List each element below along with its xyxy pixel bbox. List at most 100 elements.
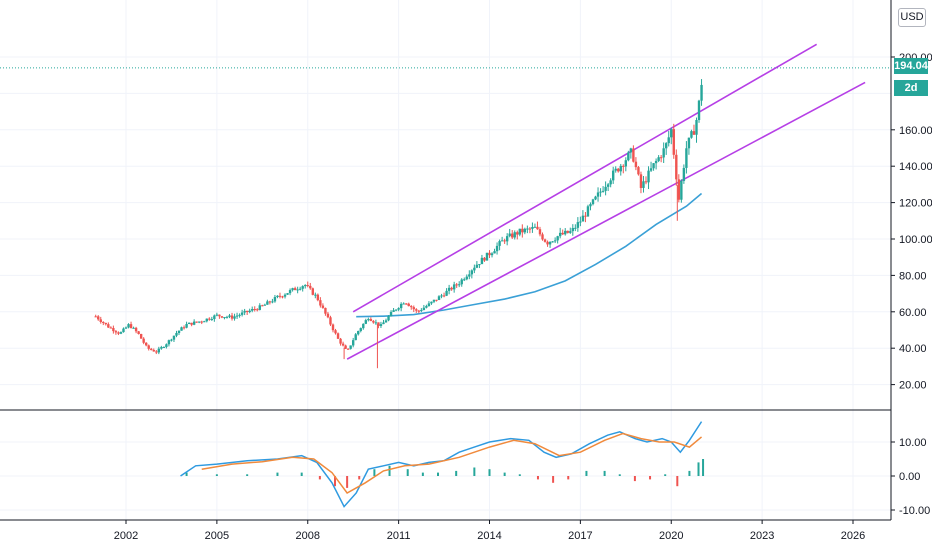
candle-body: [225, 316, 229, 318]
time-tick-label: 2020: [659, 530, 683, 542]
candle: [513, 230, 516, 240]
candle-body: [526, 228, 529, 230]
candle-body: [480, 257, 484, 265]
candle-body: [614, 168, 617, 171]
candle: [579, 216, 582, 227]
candle-body: [399, 303, 403, 309]
candle-body: [581, 215, 585, 222]
candle: [601, 186, 605, 193]
candle: [505, 233, 509, 246]
candle: [200, 320, 203, 325]
candle: [379, 321, 383, 328]
macd-histogram-bar: [585, 470, 588, 476]
candle: [445, 288, 448, 297]
candle-body: [475, 264, 479, 268]
candle: [248, 308, 251, 314]
candle: [589, 202, 592, 211]
candle-body: [508, 233, 511, 237]
price-tick-label: 20.00: [899, 380, 927, 392]
candle: [293, 286, 297, 291]
candle-body: [564, 230, 567, 235]
candle-body: [407, 303, 410, 307]
candle: [551, 240, 554, 243]
candle-body: [690, 131, 693, 138]
candles: [94, 79, 703, 355]
candle: [397, 307, 400, 312]
currency-badge[interactable]: USD: [898, 8, 926, 27]
macd-histogram-bar: [421, 472, 424, 476]
candle: [389, 310, 393, 317]
candle-body: [611, 170, 615, 181]
candle-body: [425, 306, 428, 308]
candle-body: [622, 165, 625, 167]
candle-body: [452, 284, 456, 290]
candle-body: [394, 309, 398, 311]
macd-histogram-bar: [567, 476, 570, 480]
candle-body: [430, 301, 433, 304]
macd-tick-label: 10.00: [899, 437, 927, 449]
candle-body: [599, 191, 602, 193]
candle: [538, 226, 542, 237]
candle: [394, 309, 398, 312]
candle: [155, 349, 158, 355]
candle-body: [695, 120, 698, 135]
candle-body: [692, 131, 696, 135]
candle: [624, 157, 628, 172]
candle-body: [329, 317, 332, 325]
candle: [480, 254, 484, 265]
candle: [316, 293, 320, 302]
candle-body: [458, 284, 461, 286]
candle-body: [415, 309, 418, 311]
candle-body: [437, 296, 441, 300]
macd-histogram-bar: [246, 474, 249, 476]
candle-body: [364, 320, 368, 324]
candle-body: [591, 199, 595, 205]
candle: [187, 322, 191, 325]
candle-body: [417, 310, 421, 312]
candle-body: [569, 231, 572, 233]
candle: [369, 317, 373, 322]
candle: [387, 315, 390, 322]
candle: [298, 286, 302, 291]
candle: [203, 320, 206, 323]
candle-body: [240, 312, 244, 315]
candle-body: [495, 245, 499, 252]
candle: [558, 227, 562, 239]
macd-histogram-bar: [300, 472, 303, 476]
candle-body: [516, 232, 519, 235]
candle: [324, 307, 327, 316]
candle: [556, 235, 559, 244]
candle-body: [377, 322, 380, 326]
candle-body: [258, 305, 261, 310]
candle-body: [97, 316, 100, 320]
candle: [415, 308, 418, 313]
macd-histogram-bar: [536, 476, 539, 480]
candle-body: [571, 227, 575, 232]
candle: [306, 281, 309, 288]
candle: [142, 337, 145, 345]
candle: [273, 294, 277, 303]
candle-body: [619, 165, 622, 172]
candle: [574, 224, 577, 232]
candle: [276, 295, 279, 299]
candle: [354, 332, 357, 341]
candle-body: [548, 241, 552, 245]
candle: [243, 308, 246, 316]
candle: [190, 322, 193, 327]
time-tick-label: 2011: [387, 530, 411, 542]
candle: [546, 240, 549, 247]
candle-body: [596, 192, 600, 197]
candle: [109, 326, 113, 329]
candle: [680, 179, 683, 203]
candle: [301, 285, 304, 292]
macd-histogram-bar: [455, 470, 458, 476]
candle: [329, 315, 332, 327]
macd-histogram-bar: [318, 476, 321, 480]
candle-body: [344, 345, 347, 349]
candle-body: [99, 319, 102, 323]
candle: [511, 230, 514, 240]
candle-body: [223, 317, 226, 319]
candle-body: [339, 338, 342, 344]
candle-body: [134, 327, 138, 332]
